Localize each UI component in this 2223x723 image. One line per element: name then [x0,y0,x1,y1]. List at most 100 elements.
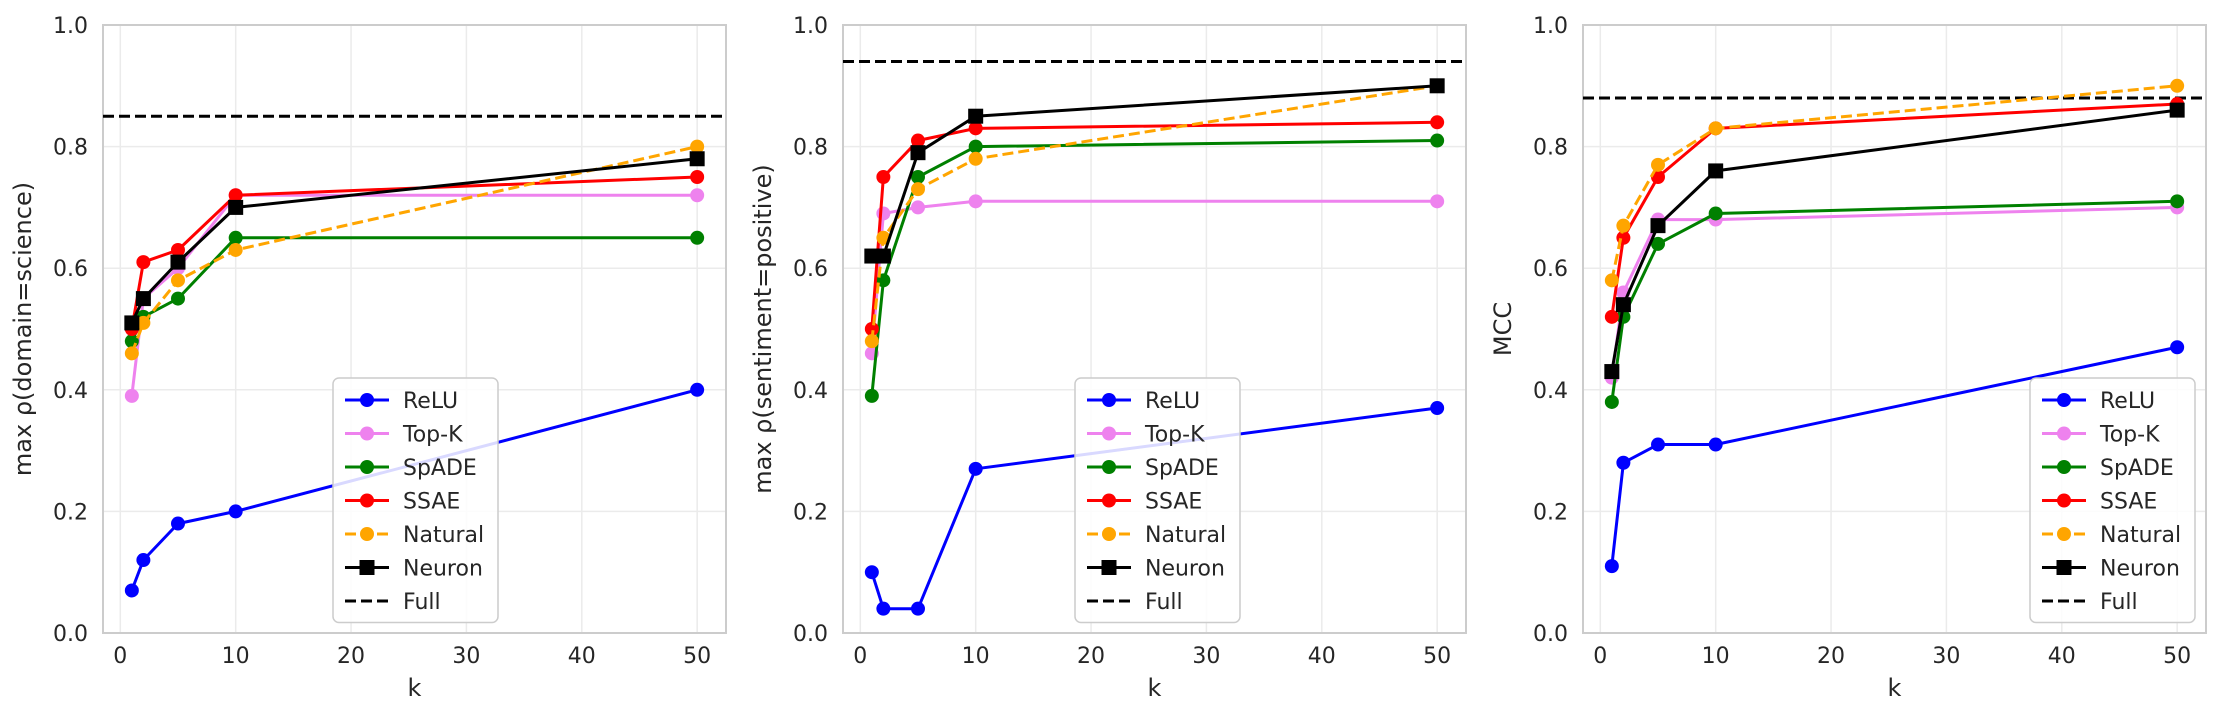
x-tick-label: 50 [2163,644,2191,669]
data-point-top-k [1430,194,1445,209]
legend-marker-spade [1102,460,1116,474]
series-neuron [124,151,705,331]
legend-label-relu: ReLU [1145,389,1200,414]
legend-marker-relu [360,393,374,407]
data-point-relu [1708,437,1723,452]
chart-panel-3: 0 10 20 30 40 50 0.0 0.2 0.4 0.6 0.8 1.0 k MCC ReLU Top… [1489,14,2207,702]
x-tick-label: 0 [853,644,867,669]
data-point-relu [910,601,925,616]
legend-label-neuron: Neuron [1145,557,1225,582]
series-spade [1604,194,2185,409]
legend-marker-neuron [1101,560,1117,575]
x-axis-label: k [1148,674,1162,702]
data-point-neuron [910,145,926,161]
data-point-natural [1616,218,1631,233]
data-point-relu [690,382,705,397]
data-point-neuron [1615,297,1631,313]
legend-marker-spade [360,460,374,474]
data-point-ssae [968,121,983,136]
x-tick-label: 10 [1702,644,1730,669]
legend-marker-natural [360,527,374,541]
data-point-neuron [124,315,140,331]
chart-panel-1: 0 10 20 30 40 50 0.0 0.2 0.4 0.6 0.8 1.0 k max ρ(doma… [9,14,727,702]
data-point-top-k [876,206,891,221]
y-tick-label: 0.0 [53,622,88,647]
x-tick-label: 20 [1077,644,1105,669]
y-tick-label: 1.0 [1533,14,1568,39]
data-point-top-k [124,388,139,403]
series-natural [1604,78,2185,288]
axes-frame [1582,24,2207,634]
series-natural [124,139,705,361]
data-point-natural [690,139,705,154]
legend-label-neuron: Neuron [403,557,483,582]
y-tick-label: 0.0 [1533,622,1568,647]
legend-label-ssae: SSAE [2100,490,2157,515]
data-point-neuron [2169,102,2185,118]
legend-marker-natural [2057,527,2071,541]
data-point-relu [1604,559,1619,574]
data-point-neuron [170,254,186,270]
y-tick-label: 0.8 [793,136,828,161]
data-point-spade [968,139,983,154]
data-point-ssae [170,242,185,257]
y-tick-label: 0.6 [1533,257,1568,282]
data-point-natural [228,242,243,257]
data-point-neuron [1708,163,1724,179]
data-point-ssae [864,322,879,336]
data-point-ssae [1604,309,1619,324]
data-point-ssae [228,188,243,203]
legend-label-spade: SpADE [2100,456,2174,481]
legend-label-spade: SpADE [1145,456,1219,481]
data-point-relu [876,601,891,616]
data-point-natural [136,315,151,330]
data-point-natural [2170,78,2185,93]
x-tick-label: 50 [1423,644,1451,669]
data-point-natural [1708,121,1723,136]
y-tick-label: 0.2 [793,500,828,525]
legend-label-relu: ReLU [403,389,458,414]
data-point-top-k [910,200,925,215]
legend-label-top-k: Top-K [2099,423,2160,448]
data-point-top-k [690,188,705,203]
legend-label-ssae: SSAE [403,490,460,515]
data-point-natural [124,346,139,361]
y-tick-label: 0.8 [1533,136,1568,161]
legend-label-full: Full [1145,590,1183,615]
legend-label-top-k: Top-K [1144,423,1205,448]
legend-marker-relu [2057,393,2071,407]
legend: ReLU Top-K SpADE SSAE Natural Neuron Full [2029,377,2196,624]
data-point-neuron [864,248,880,264]
x-axis-label: k [1888,674,1902,702]
axes-frame [102,24,727,634]
legend-marker-ssae [360,493,374,508]
x-tick-label: 20 [1817,644,1845,669]
data-point-ssae [690,170,705,184]
data-point-spade [864,388,879,403]
data-point-spade [170,291,185,306]
data-point-spade [228,230,243,245]
data-point-neuron [1650,218,1666,234]
legend-label-ssae: SSAE [1145,490,1202,515]
legend-marker-neuron [359,560,375,575]
data-point-relu [864,565,879,580]
series-neuron [864,78,1445,264]
legend-label-relu: ReLU [2100,389,2155,414]
data-point-neuron [1429,78,1445,94]
data-point-ssae [136,255,151,270]
data-point-relu [170,516,185,531]
legend-label-natural: Natural [1145,523,1226,548]
data-point-neuron [875,248,891,264]
data-point-top-k [968,194,983,209]
data-point-ssae [910,133,925,148]
data-point-natural [864,334,879,349]
y-tick-label: 0.8 [53,136,88,161]
data-point-relu [1650,437,1665,452]
data-point-ssae [1430,115,1445,130]
data-point-relu [2170,340,2185,355]
y-tick-label: 0.2 [1533,500,1568,525]
legend-marker-ssae [2057,493,2071,508]
x-tick-label: 30 [1192,644,1220,669]
data-point-spade [1650,236,1665,251]
x-tick-label: 10 [222,644,250,669]
